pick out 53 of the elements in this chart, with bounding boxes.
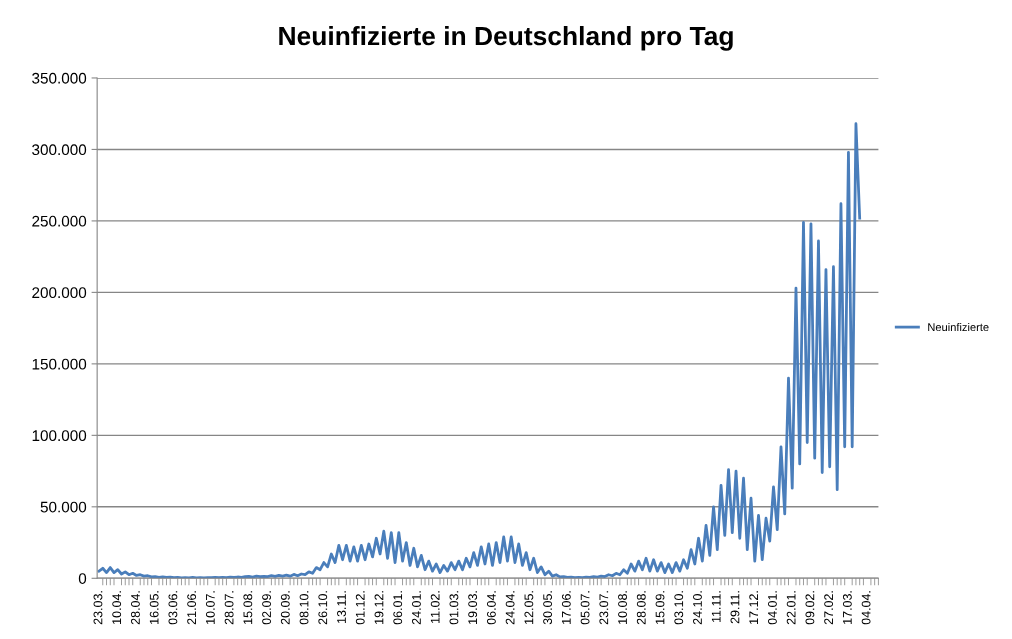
x-tick-label: 17.12. bbox=[749, 591, 758, 624]
x-tick-label: 24.10. bbox=[693, 591, 702, 625]
x-tick-label: 10.04. bbox=[112, 591, 122, 624]
x-tick-label: 03.06. bbox=[168, 591, 178, 625]
x-tick-label: 17.03. bbox=[842, 591, 852, 624]
x-tick-label: 24.04. bbox=[505, 591, 515, 625]
x-tick-label: 17.06. bbox=[561, 591, 571, 624]
y-tick-label: 50.000 bbox=[40, 501, 87, 513]
y-tick-label: 200.000 bbox=[32, 287, 87, 299]
x-tick-label: 06.04. bbox=[486, 591, 496, 625]
x-tick-label: 29.11. bbox=[730, 591, 740, 624]
x-tick-label: 19.03. bbox=[468, 591, 478, 624]
x-tick-label: 28.04. bbox=[131, 591, 140, 625]
x-tick-label: 03.10. bbox=[674, 591, 684, 625]
y-tick-label: 350.000 bbox=[32, 72, 87, 84]
x-tick-label: 19.12. bbox=[374, 591, 384, 624]
x-tick-label: 20.09. bbox=[280, 591, 290, 625]
x-tick-label: 08.10. bbox=[299, 591, 309, 625]
x-tick-label: 15.08. bbox=[243, 591, 253, 624]
x-tick-label: 04.04. bbox=[861, 591, 871, 625]
x-tick-label: 28.08. bbox=[636, 591, 646, 625]
line-series bbox=[97, 122, 862, 579]
x-tick-label: 23.07. bbox=[599, 591, 609, 625]
x-tick-label: 30.05. bbox=[543, 591, 553, 625]
x-tick-label: 05.07. bbox=[580, 591, 590, 625]
y-tick-label: 250.000 bbox=[32, 215, 87, 227]
x-tick-label: 01.12. bbox=[355, 591, 365, 625]
x-tick-label: 04.01. bbox=[768, 591, 777, 625]
x-tick-label: 16.05. bbox=[149, 591, 159, 624]
x-tick-label: 23.03. bbox=[93, 591, 103, 625]
x-tick-label: 27.02. bbox=[824, 591, 834, 625]
y-tick-label: 300.000 bbox=[32, 144, 87, 156]
x-tick-label: 13.11. bbox=[337, 591, 346, 623]
x-tick-label: 06.01. bbox=[393, 591, 403, 625]
x-tick-label: 24.01. bbox=[412, 591, 421, 625]
x-tick-label: 10.08. bbox=[618, 591, 627, 624]
x-tick-label: 26.10. bbox=[318, 591, 328, 625]
x-tick-label: 01.03. bbox=[449, 591, 459, 625]
y-tick-label: 0 bbox=[78, 573, 87, 584]
x-tick-label: 02.09. bbox=[262, 591, 271, 625]
x-tick-label: 15.09. bbox=[655, 591, 665, 624]
x-tick-label: 22.01. bbox=[786, 591, 796, 625]
legend-label: Neuinfizierte bbox=[928, 322, 989, 332]
x-tick-label: 21.06. bbox=[187, 591, 197, 625]
x-tick-label: 10.07. bbox=[205, 591, 215, 624]
x-tick-label: 12.05. bbox=[524, 591, 534, 624]
y-tick-label: 100.000 bbox=[32, 430, 87, 442]
chart-title: Neuinfizierte in Deutschland pro Tag bbox=[279, 25, 733, 51]
x-tick-label: 11.02. bbox=[430, 591, 440, 623]
x-tick-label: 11.11. bbox=[711, 591, 721, 623]
x-tick-label: 28.07. bbox=[224, 591, 234, 625]
y-tick-label: 150.000 bbox=[32, 358, 87, 370]
x-tick-label: 09.02. bbox=[805, 591, 815, 625]
